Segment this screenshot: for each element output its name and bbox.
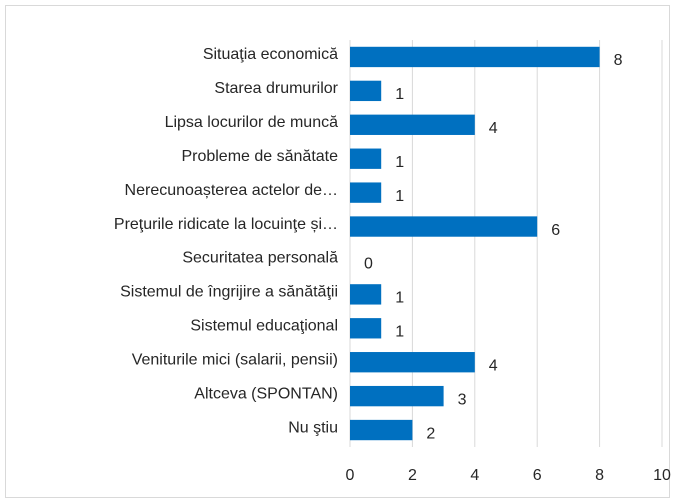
bar [350, 385, 444, 407]
y-tick-label: Lipsa locurilor de muncă [165, 114, 339, 131]
y-tick-label: Starea drumurilor [214, 80, 338, 97]
bar [350, 182, 382, 203]
data-label: 4 [489, 120, 498, 137]
bar [350, 318, 382, 339]
data-label: 1 [395, 188, 404, 205]
data-label: 6 [551, 222, 560, 239]
bar [350, 148, 382, 169]
bar [350, 216, 538, 237]
data-label: 1 [395, 86, 404, 103]
data-label: 1 [395, 324, 404, 341]
data-label: 1 [395, 154, 404, 171]
data-label: 8 [614, 52, 623, 69]
data-label: 4 [489, 357, 498, 374]
y-tick-label: Nerecunoașterea actelor de… [125, 182, 338, 199]
data-label: 0 [364, 256, 373, 273]
bar [350, 352, 475, 373]
bar [350, 114, 475, 135]
data-label: 2 [426, 425, 435, 442]
x-tick-label: 8 [595, 467, 604, 484]
y-tick-label: Situaţia economică [203, 46, 338, 63]
chart-frame [5, 5, 670, 498]
bar [350, 419, 413, 441]
y-tick-label: Veniturile mici (salarii, pensii) [132, 351, 338, 368]
y-tick-label: Probleme de sănătate [181, 148, 338, 165]
y-tick-label: Sistemul educaţional [190, 318, 338, 335]
y-tick-label: Preţurile ridicate la locuinţe și… [114, 216, 338, 233]
y-tick-label: Nu ştiu [288, 419, 338, 436]
data-label: 1 [395, 290, 404, 307]
bar [350, 46, 600, 68]
x-tick-label: 6 [533, 467, 542, 484]
bar [350, 80, 382, 102]
y-tick-label: Altceva (SPONTAN) [194, 385, 338, 402]
x-tick-label: 4 [470, 467, 479, 484]
y-tick-label: Sistemul de îngrijire a sănătăţii [120, 284, 338, 301]
bar [350, 284, 382, 305]
x-tick-label: 2 [408, 467, 417, 484]
x-tick-label: 10 [653, 467, 671, 484]
data-label: 3 [458, 391, 467, 408]
x-tick-label: 0 [346, 467, 355, 484]
y-tick-label: Securitatea personală [182, 250, 338, 267]
